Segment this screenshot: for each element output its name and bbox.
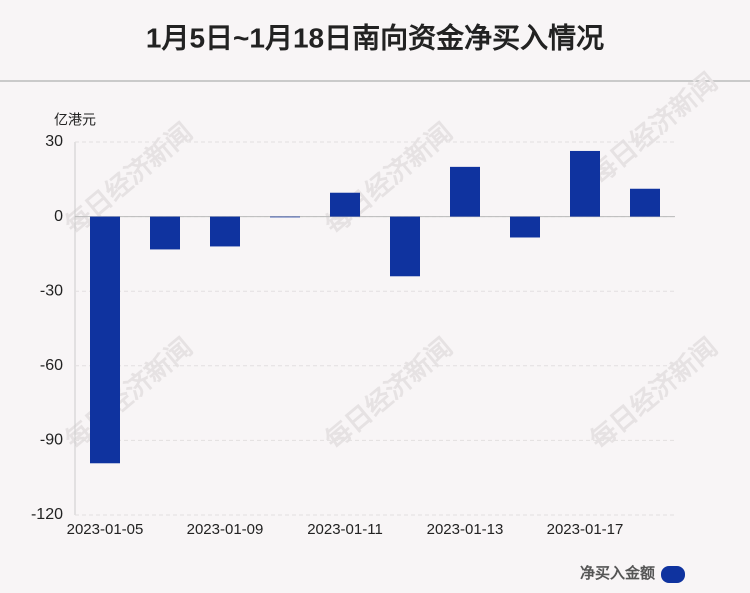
watermark: 每日经济新闻 [319,117,458,240]
watermark: 每日经济新闻 [584,67,723,190]
y-tick-label: -90 [40,432,63,449]
bar [510,216,540,238]
bar [450,166,480,217]
y-tick-label: -60 [40,357,63,374]
x-tick-label: 2023-01-17 [547,521,624,538]
bar [210,216,240,247]
x-tick-label: 2023-01-11 [307,521,383,538]
y-tick-label: 0 [54,208,63,225]
y-tick-label: -120 [31,506,63,523]
bar [150,216,180,250]
watermark: 每日经济新闻 [59,332,198,455]
legend-swatch [661,566,685,583]
watermark: 每日经济新闻 [584,332,723,455]
y-tick-label: 30 [45,133,63,150]
legend-label: 净买入金额 [580,564,655,582]
bar [90,216,120,464]
bar [630,188,660,217]
bar [390,216,420,277]
chart-title: 1月5日~1月18日南向资金净买入情况 [146,21,604,53]
x-tick-label: 2023-01-09 [187,521,264,538]
y-tick-label: -30 [40,282,63,299]
y-axis-label: 亿港元 [54,112,96,128]
bar [330,192,360,217]
watermark: 每日经济新闻 [319,332,458,455]
x-tick-label: 2023-01-13 [427,521,504,538]
bar [570,150,600,217]
x-tick-label: 2023-01-05 [67,521,144,538]
bar [270,216,300,218]
